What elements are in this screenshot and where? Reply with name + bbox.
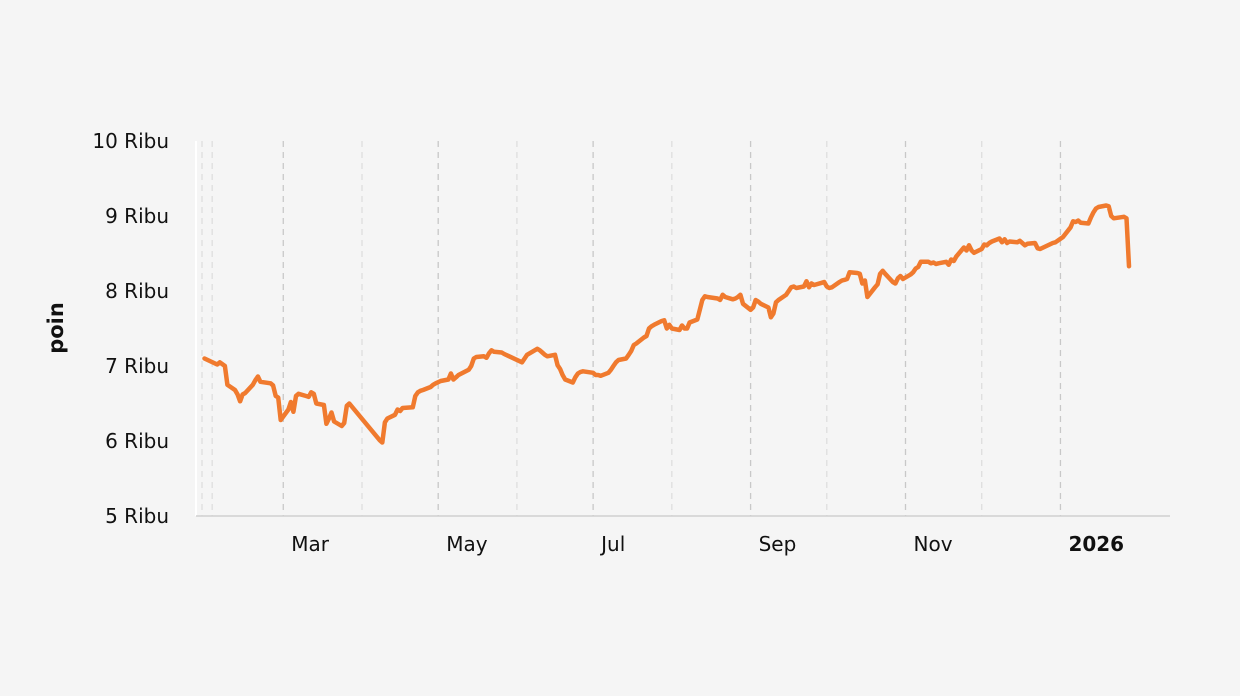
y-tick-label: 10 Ribu	[92, 129, 169, 153]
series-layer	[202, 203, 1132, 445]
axes	[195, 141, 1170, 517]
y-tick-labels: 5 Ribu 6 Ribu 7 Ribu 8 Ribu 9 Ribu 10 Ribu	[92, 129, 169, 528]
y-tick-label: 7 Ribu	[105, 354, 169, 378]
y-tick-label: 9 Ribu	[105, 204, 169, 228]
grid-lines	[201, 141, 1062, 516]
y-tick-label: 6 Ribu	[105, 429, 169, 453]
x-tick-labels: Mar May Jul Sep Nov 2026	[291, 532, 1124, 556]
x-tick-label: Sep	[759, 532, 797, 556]
series-line	[202, 203, 1132, 445]
x-tick-label: Jul	[599, 532, 625, 556]
y-axis-title: poin	[44, 302, 68, 354]
x-tick-label: Nov	[914, 532, 953, 556]
x-tick-label: Mar	[291, 532, 330, 556]
y-tick-label: 8 Ribu	[105, 279, 169, 303]
y-tick-label: 5 Ribu	[105, 504, 169, 528]
x-tick-label: 2026	[1068, 532, 1124, 556]
x-tick-label: May	[446, 532, 488, 556]
